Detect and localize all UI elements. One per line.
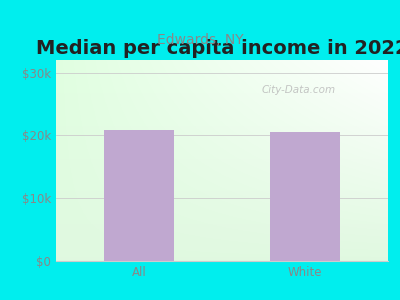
Bar — [270, 132, 340, 261]
Text: Edwards, NY: Edwards, NY — [157, 34, 243, 47]
Title: Median per capita income in 2022: Median per capita income in 2022 — [36, 39, 400, 58]
Text: City-Data.com: City-Data.com — [261, 85, 336, 95]
Bar — [104, 130, 174, 261]
